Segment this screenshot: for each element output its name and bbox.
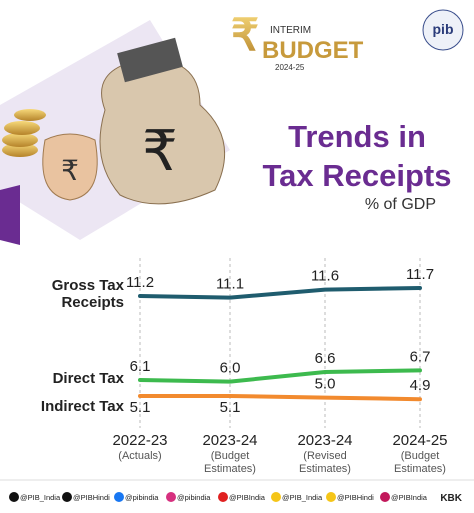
badge-main: BUDGET <box>262 37 364 64</box>
logo-text: pib <box>433 21 454 37</box>
social-handle: @PIB_India <box>20 493 61 502</box>
money-bag-large: ₹ <box>99 37 226 205</box>
social-handle: @PIBHindi <box>337 493 374 502</box>
svg-text:₹: ₹ <box>142 119 178 182</box>
social-icon <box>326 492 336 502</box>
social-handle: @PIBHindi <box>73 493 110 502</box>
data-label: 6.0 <box>220 360 241 377</box>
x-tick-label: 2022-23 <box>112 432 167 449</box>
series-label: Gross Tax Receipts <box>51 277 124 312</box>
data-label: 6.7 <box>410 348 431 365</box>
social-icon <box>271 492 281 502</box>
social-handle: @PIBIndia <box>229 493 266 502</box>
data-label: 11.2 <box>126 274 154 291</box>
x-tick-label: 2023-24 <box>297 432 352 449</box>
data-label: 6.1 <box>130 358 151 375</box>
money-bag-small: ₹ <box>42 133 98 201</box>
data-label: 4.9 <box>410 377 431 394</box>
unit-label: % of GDP <box>364 196 436 213</box>
data-label: 11.1 <box>216 276 244 293</box>
data-label: 5.1 <box>220 399 241 416</box>
data-label: 11.6 <box>311 268 339 285</box>
accent-triangle <box>0 185 20 245</box>
series-line <box>138 368 422 384</box>
social-icon <box>380 492 390 502</box>
social-handle: @pibindia <box>125 493 159 502</box>
social-icon <box>9 492 19 502</box>
social-handle: @PIBIndia <box>391 493 428 502</box>
chart-title: Trends in Tax Receipts <box>262 119 452 193</box>
budget-badge: ₹ INTERIM BUDGET 2024-25 <box>231 11 364 72</box>
social-icon <box>166 492 176 502</box>
pib-logo: pib <box>422 9 464 51</box>
svg-text:₹: ₹ <box>231 11 259 60</box>
data-label: 5.1 <box>130 399 151 416</box>
credit: KBK <box>440 493 462 504</box>
data-label: 6.6 <box>315 350 336 367</box>
x-tick-note: (Revised Estimates) <box>299 450 351 475</box>
svg-text:₹: ₹ <box>61 155 79 186</box>
social-icon <box>114 492 124 502</box>
social-icon <box>62 492 72 502</box>
x-tick-note: (Budget Estimates) <box>394 450 446 475</box>
x-tick-label: 2024-25 <box>392 432 447 449</box>
x-tick-label: 2023-24 <box>202 432 257 449</box>
data-label: 11.7 <box>406 266 434 283</box>
x-tick-note: (Actuals) <box>118 450 162 462</box>
social-handle: @pibindia <box>177 493 211 502</box>
series-line <box>138 286 422 300</box>
social-handle: @PIB_India <box>282 493 323 502</box>
badge-year: 2024-25 <box>275 63 305 72</box>
coins <box>2 109 46 157</box>
series-label: Indirect Tax <box>40 398 124 415</box>
x-tick-note: (Budget Estimates) <box>204 450 256 475</box>
badge-top: INTERIM <box>270 25 311 36</box>
data-label: 5.0 <box>315 376 336 393</box>
series-line <box>138 394 422 402</box>
series-label: Direct Tax <box>52 370 124 387</box>
social-icon <box>218 492 228 502</box>
